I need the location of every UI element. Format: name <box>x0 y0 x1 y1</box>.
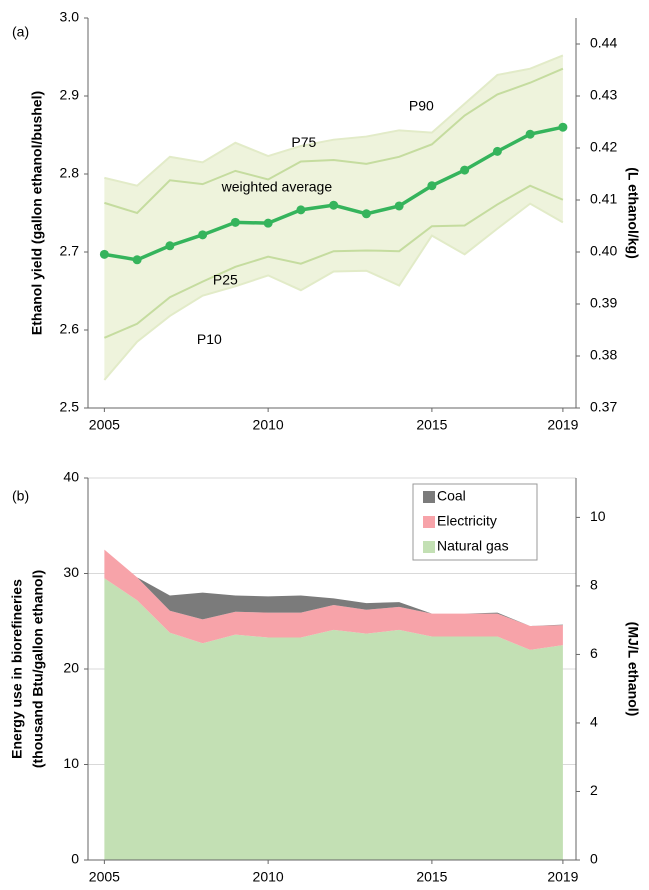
y2-tick-label: 0.38 <box>590 347 617 363</box>
x-tick-label: 2005 <box>89 869 120 885</box>
point <box>460 165 470 175</box>
y-tick-label: 2.7 <box>60 243 80 259</box>
y-tick-label: 2.9 <box>60 87 80 103</box>
y-tick-label: 40 <box>63 469 79 485</box>
y2-axis-title: (MJ/L ethanol) <box>625 622 641 717</box>
legend-label: Natural gas <box>437 538 509 554</box>
series-line <box>104 67 564 215</box>
y-tick-label: 2.5 <box>60 399 80 415</box>
legend-label: Electricity <box>437 513 497 529</box>
y2-tick-label: 0.39 <box>590 295 617 311</box>
y2-tick-label: 10 <box>590 508 606 524</box>
y2-axis-title: (L ethanol/kg) <box>625 167 641 259</box>
y-tick-label: 0 <box>71 851 79 867</box>
point <box>132 255 142 265</box>
point <box>361 209 371 219</box>
point <box>263 218 273 228</box>
y-axis-title: Energy use in biorefineries <box>9 579 25 759</box>
area-layer <box>104 549 563 650</box>
series-annotation: P25 <box>213 272 238 288</box>
point <box>99 249 109 259</box>
y2-tick-label: 0.43 <box>590 87 617 103</box>
y2-tick-label: 0.44 <box>590 35 617 51</box>
point <box>230 217 240 227</box>
y2-tick-label: 6 <box>590 645 598 661</box>
y-tick-label: 10 <box>63 755 79 771</box>
x-tick-label: 2019 <box>547 869 578 885</box>
y2-tick-label: 0.41 <box>590 191 617 207</box>
point <box>427 181 437 191</box>
x-tick-label: 2005 <box>89 417 120 433</box>
y-tick-label: 2.8 <box>60 165 80 181</box>
x-tick-label: 2015 <box>416 869 447 885</box>
y-tick-label: 3.0 <box>60 9 80 25</box>
y-axis-title: (thousand Btu/gallon ethanol) <box>30 570 46 768</box>
y2-tick-label: 2 <box>590 782 598 798</box>
y2-tick-label: 0.37 <box>590 399 617 415</box>
legend-swatch <box>423 516 435 528</box>
legend-swatch <box>423 491 435 503</box>
percentile-band <box>104 55 563 380</box>
series-line <box>104 54 564 187</box>
y2-tick-label: 4 <box>590 714 598 730</box>
point <box>525 129 535 139</box>
point <box>165 241 175 251</box>
x-tick-label: 2019 <box>547 417 578 433</box>
y2-tick-label: 0.42 <box>590 139 617 155</box>
y2-tick-label: 0 <box>590 851 598 867</box>
y-tick-label: 30 <box>63 564 79 580</box>
y-tick-label: 2.6 <box>60 321 80 337</box>
point <box>329 200 339 210</box>
y2-tick-label: 8 <box>590 577 598 593</box>
x-tick-label: 2010 <box>253 869 284 885</box>
area-layer <box>104 549 563 627</box>
series-line <box>103 184 564 339</box>
panel-label: (b) <box>12 488 29 504</box>
series-annotation: weighted average <box>221 179 333 195</box>
area-layer <box>104 578 563 860</box>
series-annotation: P75 <box>291 134 316 150</box>
point <box>296 205 306 215</box>
series-annotation: P90 <box>409 97 434 113</box>
legend-swatch <box>423 541 435 553</box>
panel-label: (a) <box>12 24 29 40</box>
series-annotation: P10 <box>197 331 222 347</box>
point <box>492 146 502 156</box>
series-line <box>103 202 564 381</box>
y-axis-title: Ethanol yield (gallon ethanol/bushel) <box>29 91 45 335</box>
point <box>394 201 404 211</box>
point <box>198 230 208 240</box>
point <box>558 122 568 132</box>
y-tick-label: 20 <box>63 660 79 676</box>
x-tick-label: 2015 <box>416 417 447 433</box>
x-tick-label: 2010 <box>253 417 284 433</box>
legend-label: Coal <box>437 488 466 504</box>
y2-tick-label: 0.40 <box>590 243 617 259</box>
